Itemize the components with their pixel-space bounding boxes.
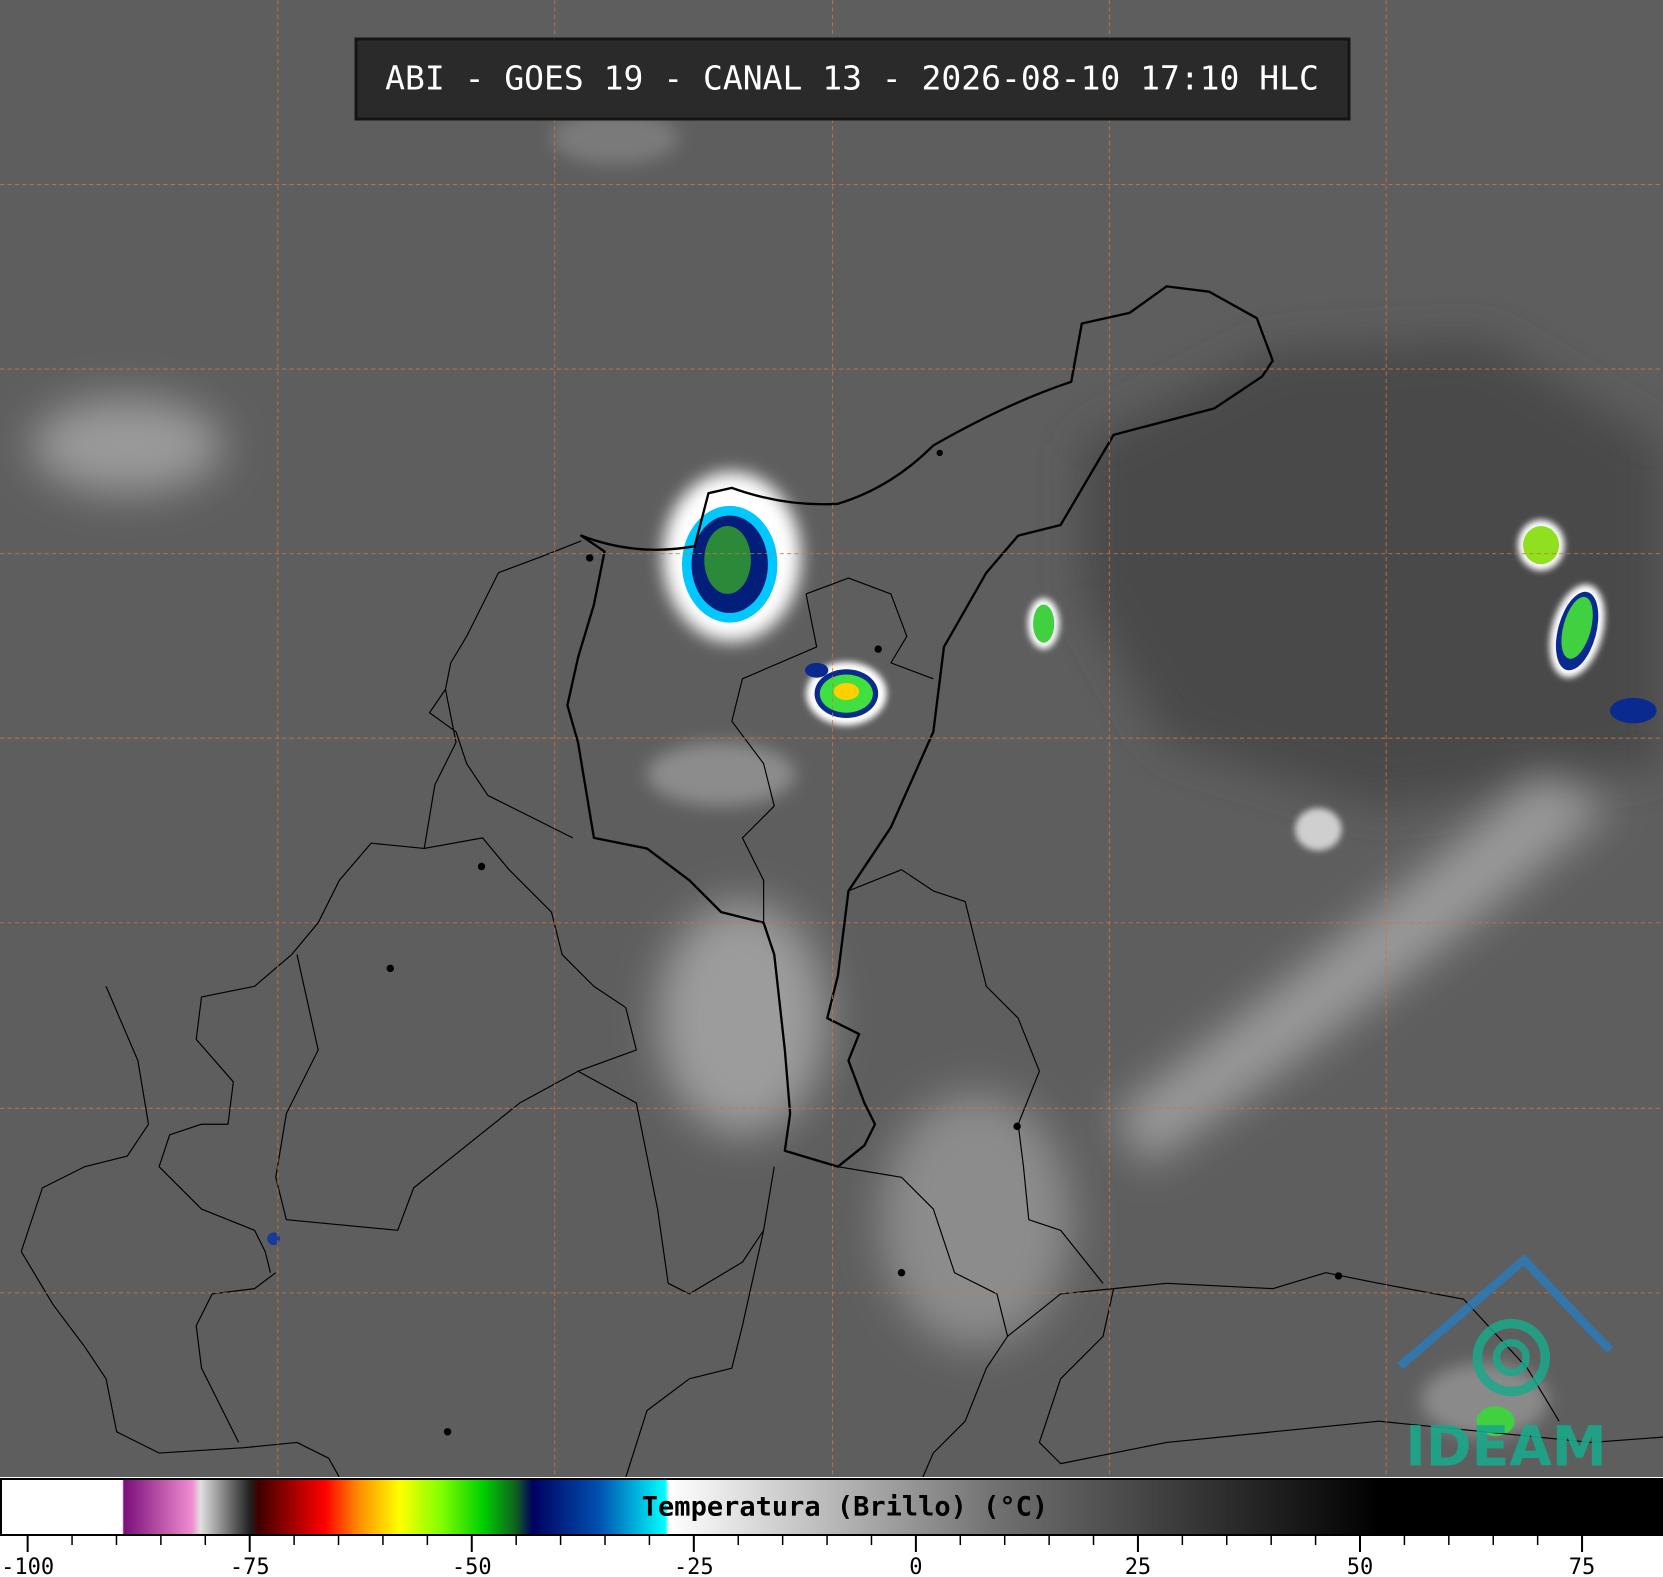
coastline [20, 285, 1663, 1478]
colorbar-tick-label: -75 [230, 1555, 270, 1577]
city-dots [386, 449, 1343, 1436]
colorbar-tick-label: -50 [452, 1555, 492, 1577]
colorbar-ticks: -100 -75 -50 -25 0 25 50 75 [1, 1536, 1595, 1577]
colorbar-tick-label: -25 [674, 1555, 714, 1577]
colorbar-tick-label: 0 [909, 1555, 922, 1577]
title-box [354, 37, 1351, 121]
cloud-field [31, 111, 1663, 1438]
colorbar-tick-label: 50 [1347, 1555, 1374, 1577]
colorbar-tick-label: 25 [1125, 1555, 1152, 1577]
colorbar-tick-label: -100 [1, 1555, 54, 1577]
grid-lines [0, 0, 1663, 1478]
logo: IDEAM [1397, 1254, 1614, 1480]
colorbar [0, 1478, 1663, 1536]
logo-text: IDEAM [1405, 1416, 1607, 1480]
map-area: IDEAM [0, 0, 1663, 1480]
colorbar-tick-label: 75 [1569, 1555, 1596, 1577]
colorbar-label: Temperatura (Brillo) (°C) [642, 1492, 1048, 1523]
title: ABI - GOES 19 - CANAL 13 - 2026-08-10 17… [385, 59, 1319, 98]
convective-cells [267, 471, 1657, 1437]
